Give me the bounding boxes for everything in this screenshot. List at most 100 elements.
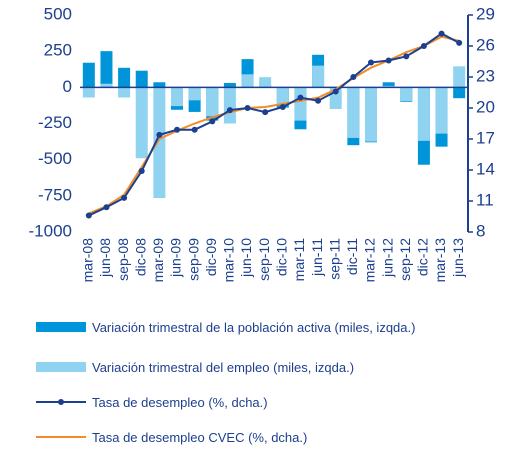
bar bbox=[100, 51, 113, 88]
marker bbox=[103, 204, 110, 211]
bar bbox=[241, 74, 254, 88]
marker bbox=[121, 194, 128, 201]
marker bbox=[279, 103, 286, 110]
bar bbox=[153, 87, 166, 199]
bar bbox=[365, 87, 377, 142]
y-tick-label: -500 bbox=[38, 149, 72, 168]
x-tick-label: jun-08 bbox=[97, 238, 113, 278]
legend-item: Tasa de desempleo (%, dcha.) bbox=[36, 395, 476, 410]
y2-tick-label: 23 bbox=[476, 66, 495, 85]
marker bbox=[262, 109, 269, 116]
y-tick-label: -250 bbox=[38, 113, 72, 132]
marker bbox=[420, 43, 427, 49]
legend-swatch bbox=[36, 436, 86, 438]
bar bbox=[382, 82, 395, 88]
y-tick-label: 0 bbox=[63, 77, 72, 96]
x-tick-label: dic-09 bbox=[203, 238, 219, 276]
bar bbox=[171, 87, 183, 107]
marker bbox=[438, 30, 445, 37]
x-tick-label: jun-13 bbox=[450, 238, 466, 278]
bar bbox=[223, 82, 236, 88]
bar bbox=[347, 87, 360, 138]
bar bbox=[153, 82, 166, 88]
bar bbox=[223, 87, 236, 124]
x-tick-label: sep-12 bbox=[397, 238, 413, 281]
bar bbox=[188, 87, 201, 101]
marker bbox=[385, 57, 392, 64]
bar bbox=[312, 65, 325, 88]
marker bbox=[315, 97, 322, 104]
marker bbox=[350, 74, 357, 80]
bar bbox=[82, 87, 95, 98]
y2-tick-label: 14 bbox=[476, 159, 495, 178]
bar bbox=[118, 67, 131, 88]
legend-label: Tasa de desempleo CVEC (%, dcha.) bbox=[92, 430, 308, 445]
bar bbox=[453, 87, 466, 99]
swatch bbox=[36, 322, 86, 332]
legend-label: Variación trimestral de la población act… bbox=[92, 320, 416, 335]
bar bbox=[259, 77, 272, 88]
x-tick-label: mar-11 bbox=[291, 238, 307, 282]
y2-tick-label: 29 bbox=[476, 4, 495, 23]
bar bbox=[135, 87, 148, 159]
x-tick-label: jun-09 bbox=[168, 238, 184, 278]
x-tick-label: dic-11 bbox=[344, 238, 360, 275]
line bbox=[88, 32, 460, 217]
bar bbox=[100, 83, 113, 88]
bar bbox=[435, 87, 448, 134]
x-tick-label: sep-08 bbox=[115, 238, 131, 281]
x-tick-label: dic-12 bbox=[415, 238, 431, 276]
chart: -1000 -750 -500 -250 0 250 500 8 11 14 17 20 23 26 29 m… bbox=[29, 4, 495, 283]
bar bbox=[294, 87, 307, 121]
x-tick-label: dic-08 bbox=[132, 238, 148, 276]
y2-tick-label: 17 bbox=[476, 128, 495, 147]
legend-label: Tasa de desempleo (%, dcha.) bbox=[92, 395, 268, 410]
marker bbox=[156, 131, 163, 138]
x-tick-label: sep-10 bbox=[256, 238, 272, 281]
x-tick-label: dic-10 bbox=[274, 238, 290, 276]
bar bbox=[82, 62, 95, 88]
marker bbox=[456, 39, 463, 46]
y-tick-label: -1000 bbox=[29, 221, 72, 240]
x-tick-label: jun-10 bbox=[238, 238, 254, 278]
x-tick-label: jun-12 bbox=[379, 238, 395, 278]
marker bbox=[209, 118, 216, 125]
marker bbox=[174, 126, 180, 133]
marker bbox=[191, 126, 198, 133]
x-tick-label: mar-12 bbox=[362, 238, 378, 283]
legend-swatch bbox=[36, 362, 86, 372]
x-tick-label: jun-11 bbox=[309, 238, 325, 277]
marker bbox=[368, 59, 374, 66]
marker bbox=[332, 88, 339, 95]
y-tick-label: -750 bbox=[38, 185, 72, 204]
bar bbox=[453, 66, 466, 88]
legend-label: Variación trimestral del empleo (miles, … bbox=[92, 360, 355, 375]
marker bbox=[297, 94, 304, 101]
y2-tick-label: 8 bbox=[476, 221, 485, 240]
legend-swatch bbox=[36, 399, 86, 405]
marker bbox=[138, 168, 145, 175]
y2-tick-label: 20 bbox=[476, 97, 495, 116]
swatch-marker bbox=[58, 399, 64, 405]
y-tick-label: 500 bbox=[44, 4, 72, 23]
marker bbox=[226, 107, 233, 114]
bar bbox=[417, 87, 430, 141]
x-tick-label: mar-13 bbox=[432, 238, 448, 283]
swatch bbox=[36, 362, 86, 372]
bar bbox=[206, 87, 219, 117]
bar bbox=[118, 87, 131, 98]
y-tick-label: 250 bbox=[44, 41, 72, 60]
bar bbox=[400, 87, 413, 102]
bar bbox=[276, 87, 289, 105]
x-tick-label: mar-08 bbox=[80, 238, 96, 283]
bar bbox=[135, 70, 148, 88]
legend-item: Variación trimestral de la población act… bbox=[36, 320, 476, 335]
legend-item: Tasa de desempleo CVEC (%, dcha.) bbox=[36, 430, 476, 445]
marker bbox=[403, 53, 410, 60]
x-tick-label: sep-11 bbox=[326, 238, 342, 280]
y2-tick-label: 11 bbox=[476, 190, 494, 209]
marker bbox=[85, 212, 92, 219]
legend-item: Variación trimestral del empleo (miles, … bbox=[36, 360, 476, 375]
y2-tick-label: 26 bbox=[476, 35, 495, 54]
